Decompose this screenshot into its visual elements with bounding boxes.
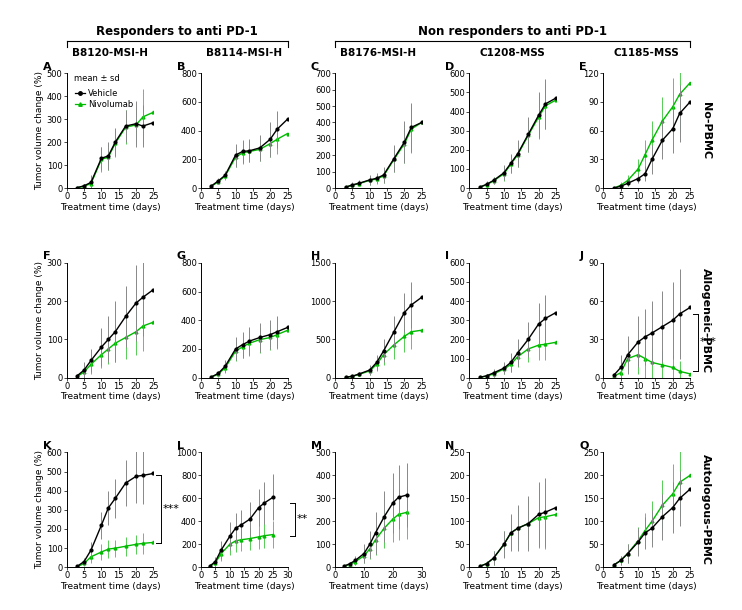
Text: J: J — [580, 251, 583, 261]
X-axis label: Treatment time (days): Treatment time (days) — [597, 203, 697, 212]
Y-axis label: Tumor volume change (%): Tumor volume change (%) — [35, 260, 44, 380]
X-axis label: Treatment time (days): Treatment time (days) — [60, 582, 160, 591]
Text: ***: *** — [163, 504, 180, 514]
Text: N: N — [445, 441, 454, 451]
Text: K: K — [42, 441, 51, 451]
Text: B8176-MSI-H: B8176-MSI-H — [341, 48, 416, 58]
X-axis label: Treatment time (days): Treatment time (days) — [462, 582, 563, 591]
X-axis label: Treatment time (days): Treatment time (days) — [194, 582, 295, 591]
Text: Responders to anti PD-1: Responders to anti PD-1 — [96, 25, 258, 38]
Text: M: M — [311, 441, 322, 451]
Text: C1208-MSS: C1208-MSS — [480, 48, 545, 58]
Text: H: H — [311, 251, 320, 261]
X-axis label: Treatment time (days): Treatment time (days) — [194, 392, 295, 401]
Text: Autologous-PBMC: Autologous-PBMC — [701, 454, 711, 565]
Legend: Vehicle, Nivolumab: Vehicle, Nivolumab — [75, 89, 133, 109]
X-axis label: Treatment time (days): Treatment time (days) — [194, 203, 295, 212]
Text: C1185-MSS: C1185-MSS — [614, 48, 680, 58]
Text: **: ** — [297, 514, 308, 524]
X-axis label: Treatment time (days): Treatment time (days) — [462, 392, 563, 401]
Text: F: F — [42, 251, 50, 261]
X-axis label: Treatment time (days): Treatment time (days) — [328, 392, 429, 401]
Y-axis label: Tumor volume change (%): Tumor volume change (%) — [35, 450, 44, 569]
X-axis label: Treatment time (days): Treatment time (days) — [462, 203, 563, 212]
X-axis label: Treatment time (days): Treatment time (days) — [328, 203, 429, 212]
Text: L: L — [177, 441, 184, 451]
Text: mean ± sd: mean ± sd — [73, 74, 119, 84]
Text: B8120-MSI-H: B8120-MSI-H — [72, 48, 148, 58]
Text: O: O — [580, 441, 588, 451]
Text: G: G — [177, 251, 186, 261]
Text: Non responders to anti PD-1: Non responders to anti PD-1 — [418, 25, 607, 38]
Text: B: B — [177, 62, 185, 72]
Text: ***: *** — [700, 337, 717, 347]
Text: I: I — [445, 251, 449, 261]
Text: C: C — [311, 62, 319, 72]
Text: No-PBMC: No-PBMC — [701, 102, 711, 159]
Text: B8114-MSI-H: B8114-MSI-H — [206, 48, 282, 58]
X-axis label: Treatment time (days): Treatment time (days) — [328, 582, 429, 591]
Y-axis label: Tumor volume change (%): Tumor volume change (%) — [35, 71, 44, 190]
X-axis label: Treatment time (days): Treatment time (days) — [597, 582, 697, 591]
Text: E: E — [580, 62, 587, 72]
X-axis label: Treatment time (days): Treatment time (days) — [597, 392, 697, 401]
Text: Allogeneic-PBMC: Allogeneic-PBMC — [701, 268, 711, 373]
Text: D: D — [445, 62, 454, 72]
Text: A: A — [42, 62, 51, 72]
X-axis label: Treatment time (days): Treatment time (days) — [60, 203, 160, 212]
X-axis label: Treatment time (days): Treatment time (days) — [60, 392, 160, 401]
